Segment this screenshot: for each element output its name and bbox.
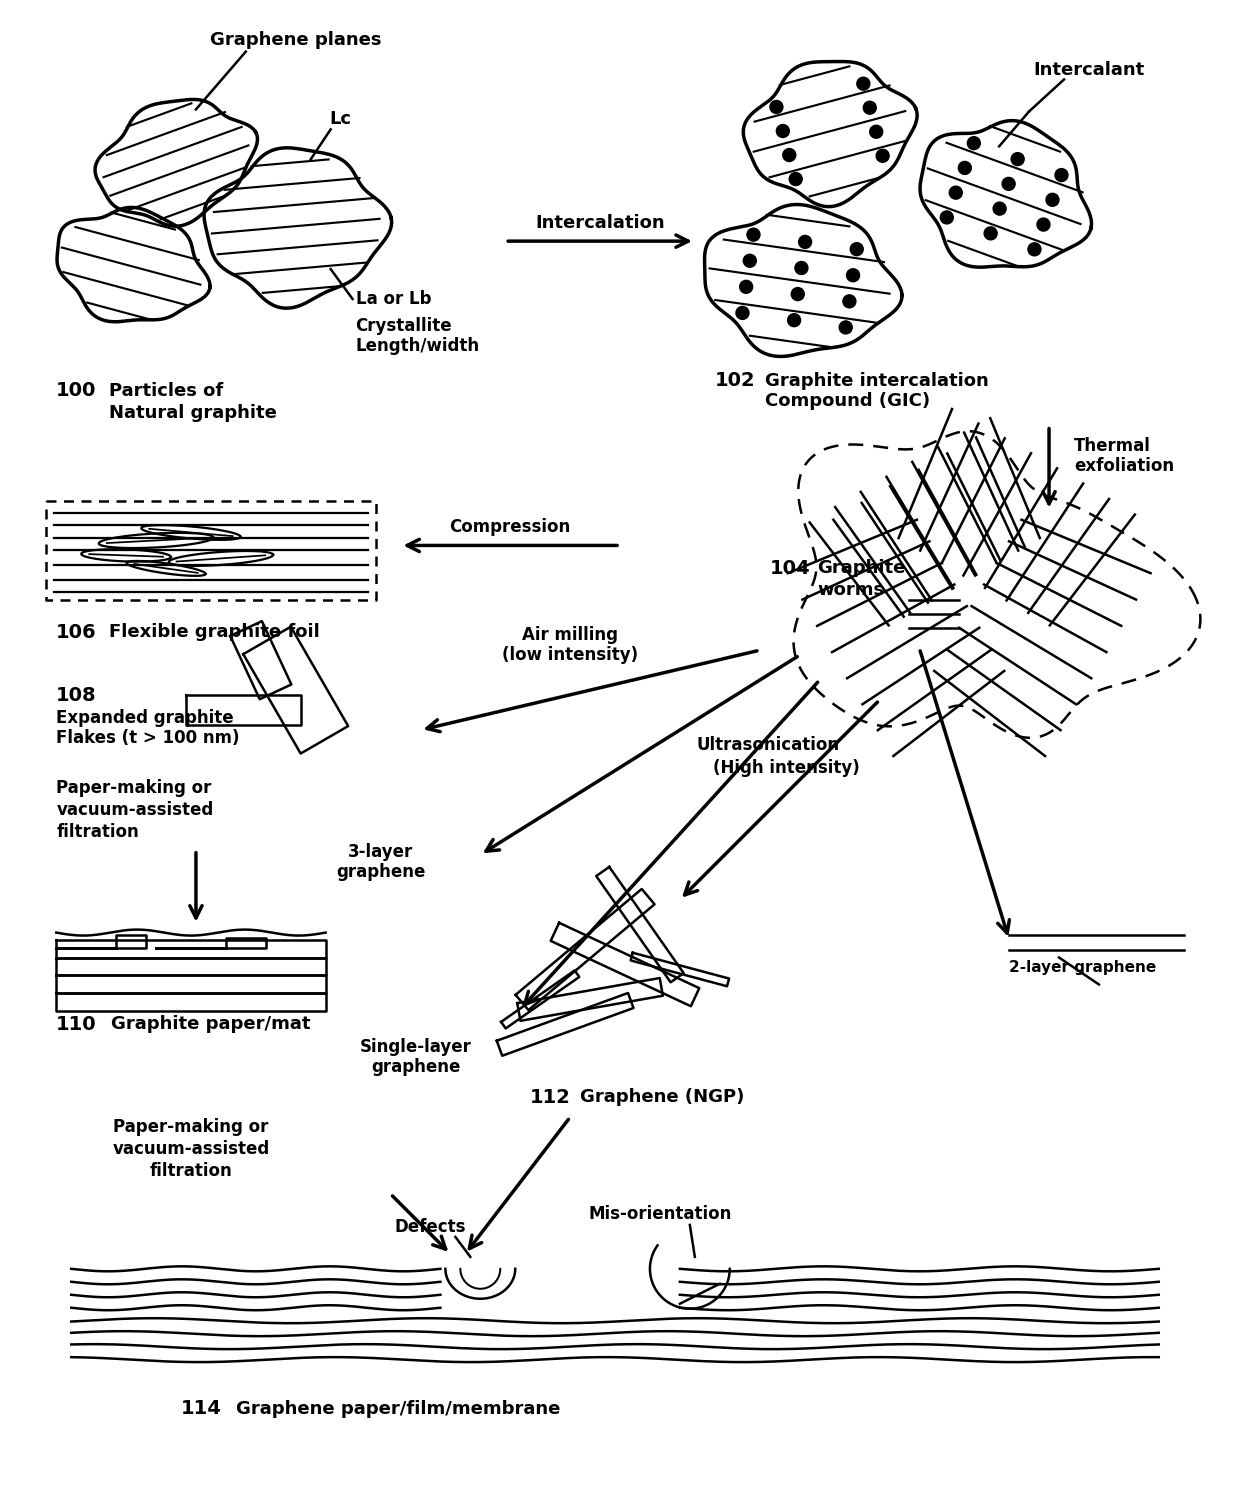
Text: Expanded graphite: Expanded graphite (56, 709, 234, 727)
Circle shape (857, 77, 869, 91)
Text: vacuum-assisted: vacuum-assisted (56, 800, 213, 820)
Text: Natural graphite: Natural graphite (109, 404, 277, 422)
Text: (low intensity): (low intensity) (502, 647, 639, 665)
Circle shape (739, 280, 753, 294)
Text: 102: 102 (714, 371, 755, 390)
Text: Flexible graphite foil: Flexible graphite foil (109, 623, 320, 641)
Text: 104: 104 (770, 559, 810, 578)
Circle shape (1002, 177, 1016, 191)
Text: vacuum-assisted: vacuum-assisted (113, 1140, 269, 1158)
Circle shape (993, 203, 1006, 215)
Text: Graphite paper/mat: Graphite paper/mat (112, 1015, 311, 1034)
Circle shape (950, 186, 962, 200)
Text: Length/width: Length/width (356, 337, 480, 355)
Circle shape (869, 125, 883, 139)
Circle shape (782, 149, 796, 161)
Text: 2-layer graphene: 2-layer graphene (1009, 960, 1157, 974)
Circle shape (746, 228, 760, 241)
Text: Intercalant: Intercalant (1033, 61, 1145, 79)
Circle shape (863, 101, 877, 115)
Circle shape (843, 295, 856, 308)
Text: Graphite intercalation: Graphite intercalation (765, 372, 988, 390)
Text: Crystallite: Crystallite (356, 317, 453, 335)
Text: 3-layer: 3-layer (348, 843, 413, 861)
Circle shape (959, 161, 971, 174)
Text: graphene: graphene (371, 1058, 460, 1076)
Text: 106: 106 (56, 623, 97, 642)
Text: Compression: Compression (450, 519, 570, 536)
Circle shape (851, 243, 863, 256)
Circle shape (787, 314, 801, 326)
Circle shape (791, 288, 805, 301)
Circle shape (877, 149, 889, 162)
Text: Graphene (NGP): Graphene (NGP) (580, 1088, 744, 1106)
Text: La or Lb: La or Lb (356, 291, 432, 308)
Circle shape (985, 226, 997, 240)
Circle shape (1047, 194, 1059, 206)
Circle shape (839, 320, 852, 334)
Text: 112: 112 (531, 1088, 572, 1107)
Circle shape (1037, 218, 1050, 231)
Text: Thermal: Thermal (1074, 437, 1151, 454)
Text: 100: 100 (56, 381, 97, 401)
Circle shape (799, 235, 812, 249)
Circle shape (1011, 152, 1024, 165)
Circle shape (776, 125, 790, 137)
Text: graphene: graphene (336, 863, 425, 881)
Circle shape (1028, 243, 1040, 256)
Text: Air milling: Air milling (522, 626, 618, 644)
Text: Compound (GIC): Compound (GIC) (765, 392, 930, 410)
Text: Lc: Lc (330, 110, 352, 128)
Text: Graphite: Graphite (817, 559, 906, 578)
Text: Paper-making or: Paper-making or (113, 1118, 269, 1137)
Text: Graphene paper/film/membrane: Graphene paper/film/membrane (236, 1399, 560, 1417)
Circle shape (743, 255, 756, 267)
Text: filtration: filtration (150, 1162, 232, 1180)
Circle shape (1055, 168, 1068, 182)
Text: 110: 110 (56, 1015, 97, 1034)
Circle shape (795, 262, 808, 274)
Circle shape (967, 137, 981, 149)
Text: Ultrasonication: Ultrasonication (697, 736, 839, 754)
Circle shape (737, 307, 749, 319)
Text: Defects: Defects (394, 1217, 466, 1235)
Text: 108: 108 (56, 685, 97, 705)
Text: exfoliation: exfoliation (1074, 456, 1174, 475)
Text: filtration: filtration (56, 822, 139, 840)
Text: (High intensity): (High intensity) (713, 758, 859, 776)
Text: Mis-orientation: Mis-orientation (588, 1205, 732, 1223)
Text: Graphene planes: Graphene planes (210, 31, 382, 49)
Text: 114: 114 (181, 1399, 222, 1418)
Circle shape (789, 173, 802, 186)
Text: Flakes (t > 100 nm): Flakes (t > 100 nm) (56, 729, 239, 746)
Circle shape (770, 100, 782, 113)
Text: Paper-making or: Paper-making or (56, 779, 212, 797)
Text: Particles of: Particles of (109, 381, 223, 399)
Text: worms: worms (817, 581, 884, 599)
Circle shape (940, 212, 954, 224)
Text: Single-layer: Single-layer (360, 1039, 471, 1056)
Circle shape (847, 268, 859, 282)
Text: Intercalation: Intercalation (536, 215, 665, 232)
